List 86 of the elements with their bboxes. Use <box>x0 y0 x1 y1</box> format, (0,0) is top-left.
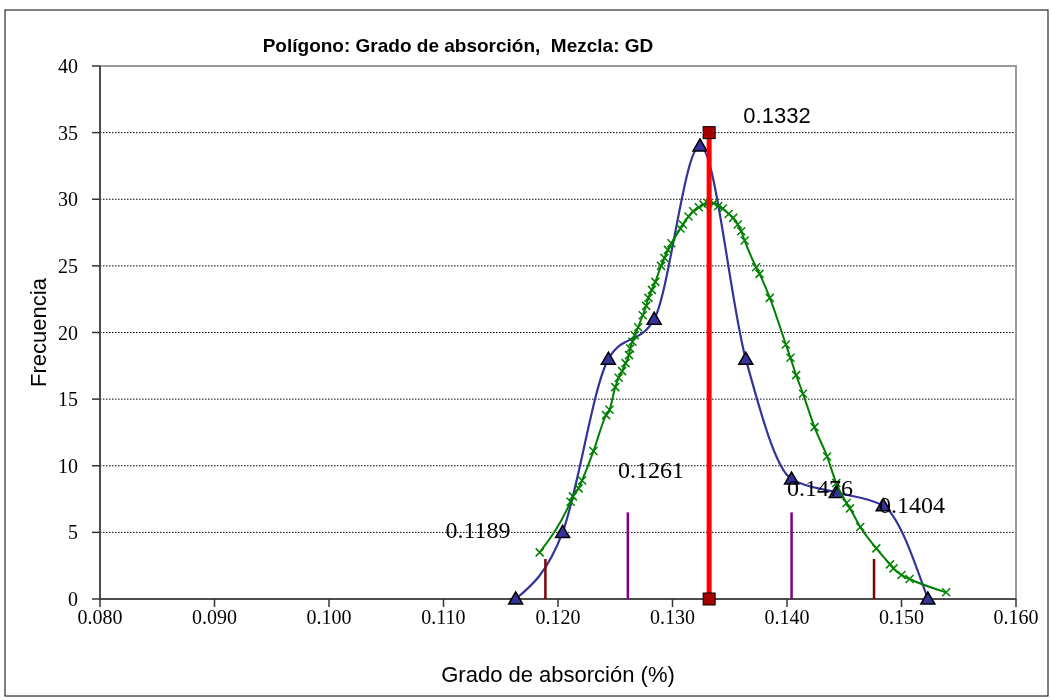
point <box>663 245 673 255</box>
point <box>647 285 657 295</box>
point <box>941 587 951 598</box>
point <box>738 351 754 365</box>
point <box>659 253 670 263</box>
y-tick-label: 0 <box>68 588 78 610</box>
annotation: 0.1332 <box>743 103 811 128</box>
x-tick-label: 0.160 <box>993 606 1039 628</box>
point <box>678 219 688 230</box>
point <box>896 570 907 580</box>
point <box>637 310 648 320</box>
y-tick-label: 35 <box>58 121 78 144</box>
point <box>577 475 587 486</box>
point <box>620 358 631 368</box>
x-tick-label: 0.080 <box>77 606 123 628</box>
point <box>904 574 915 584</box>
y-tick-label: 40 <box>58 55 78 77</box>
y-tick-label: 25 <box>58 254 78 277</box>
point <box>568 491 578 502</box>
point <box>656 261 666 271</box>
point <box>624 350 634 360</box>
point <box>791 370 801 380</box>
point <box>627 337 638 347</box>
point <box>600 351 617 365</box>
point <box>688 206 698 216</box>
point <box>855 522 866 532</box>
point <box>754 269 765 279</box>
point <box>507 591 524 605</box>
point <box>718 203 728 214</box>
y-axis-title: Frecuencia <box>26 277 51 387</box>
point <box>534 547 545 558</box>
annotation: 0.1189 <box>445 517 511 543</box>
y-tick-label: 20 <box>58 321 78 344</box>
point <box>723 209 734 219</box>
point <box>736 226 746 236</box>
point <box>765 293 775 303</box>
point <box>692 138 708 152</box>
point <box>751 262 761 272</box>
point <box>629 330 640 340</box>
point <box>650 277 661 287</box>
point <box>617 366 627 376</box>
point <box>683 211 694 222</box>
point <box>604 405 615 415</box>
point <box>888 563 899 574</box>
x-tick-label: 0.140 <box>764 606 810 628</box>
x-tick-label: 0.110 <box>421 606 466 628</box>
chart-title: Polígono: Grado de absorción, Mezcla: GD <box>262 35 654 56</box>
point <box>798 389 808 399</box>
point <box>613 373 624 383</box>
y-tick-label: 10 <box>58 454 78 477</box>
point <box>920 591 936 605</box>
point <box>554 524 571 539</box>
x-tick-label: 0.100 <box>306 606 352 628</box>
x-tick-label: 0.120 <box>535 606 581 628</box>
point <box>728 213 738 223</box>
y-tick-label: 5 <box>68 521 78 544</box>
point <box>822 451 832 462</box>
point <box>646 311 662 325</box>
point <box>666 238 677 248</box>
point <box>643 293 654 303</box>
point <box>871 543 882 554</box>
point <box>781 339 791 350</box>
x-tick-label: 0.090 <box>192 606 237 628</box>
point <box>625 343 635 354</box>
x-axis-title: Grado de absorción (%) <box>441 662 675 687</box>
x-tick-label: 0.130 <box>650 606 695 628</box>
x-tick-label: 0.150 <box>879 606 924 628</box>
annotation: 0.1261 <box>618 457 684 483</box>
point <box>809 422 820 432</box>
point <box>733 219 743 230</box>
point <box>885 559 895 570</box>
point <box>739 235 750 246</box>
point <box>694 202 704 212</box>
point <box>845 503 855 514</box>
point <box>573 483 584 494</box>
point <box>588 446 599 456</box>
point <box>601 410 611 420</box>
point <box>785 353 796 363</box>
point <box>610 382 620 392</box>
point <box>641 301 651 311</box>
y-tick-label: 30 <box>58 188 78 211</box>
point <box>713 201 724 211</box>
point <box>675 223 686 234</box>
y-tick-label: 15 <box>58 388 78 411</box>
point <box>565 496 576 507</box>
point <box>633 322 643 332</box>
